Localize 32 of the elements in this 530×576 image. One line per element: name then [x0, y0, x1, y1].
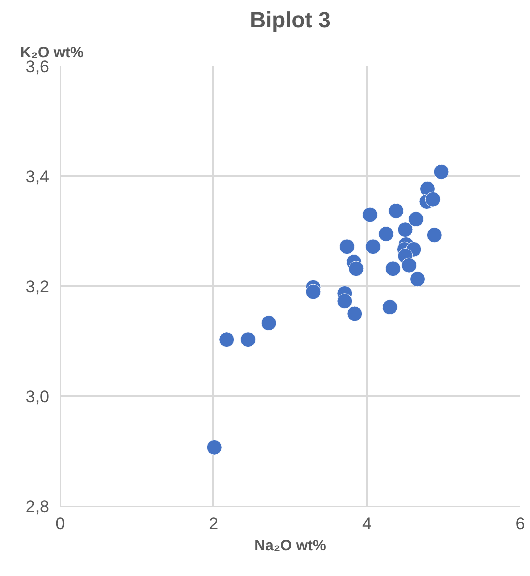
- chart-title: Biplot 3: [250, 8, 331, 32]
- point: [347, 306, 363, 322]
- point: [382, 300, 398, 316]
- x-tick-label: 0: [56, 514, 66, 534]
- point: [348, 261, 364, 277]
- point: [385, 261, 401, 277]
- x-tick-label: 2: [209, 514, 219, 534]
- point: [425, 192, 441, 208]
- point: [339, 239, 355, 255]
- point: [306, 284, 322, 300]
- point: [408, 212, 424, 228]
- point: [398, 222, 414, 238]
- point: [337, 294, 353, 310]
- point: [362, 207, 378, 223]
- point: [388, 203, 404, 219]
- point: [426, 228, 442, 244]
- x-tick-label: 4: [362, 514, 372, 534]
- point: [434, 164, 450, 180]
- x-tick-label: 6: [516, 514, 526, 534]
- y-tick-label: 3,0: [26, 388, 50, 406]
- x-axis-title: Na₂O wt%: [254, 538, 326, 554]
- point: [378, 226, 394, 242]
- point: [410, 272, 426, 288]
- point: [206, 440, 222, 456]
- point: [261, 316, 277, 332]
- point: [366, 239, 382, 255]
- y-tick-label: 3,2: [26, 278, 50, 296]
- point: [219, 332, 235, 348]
- point: [240, 332, 256, 348]
- y-tick-label: 3,4: [26, 168, 50, 186]
- point: [402, 258, 418, 274]
- y-tick-label: 2,8: [26, 498, 50, 516]
